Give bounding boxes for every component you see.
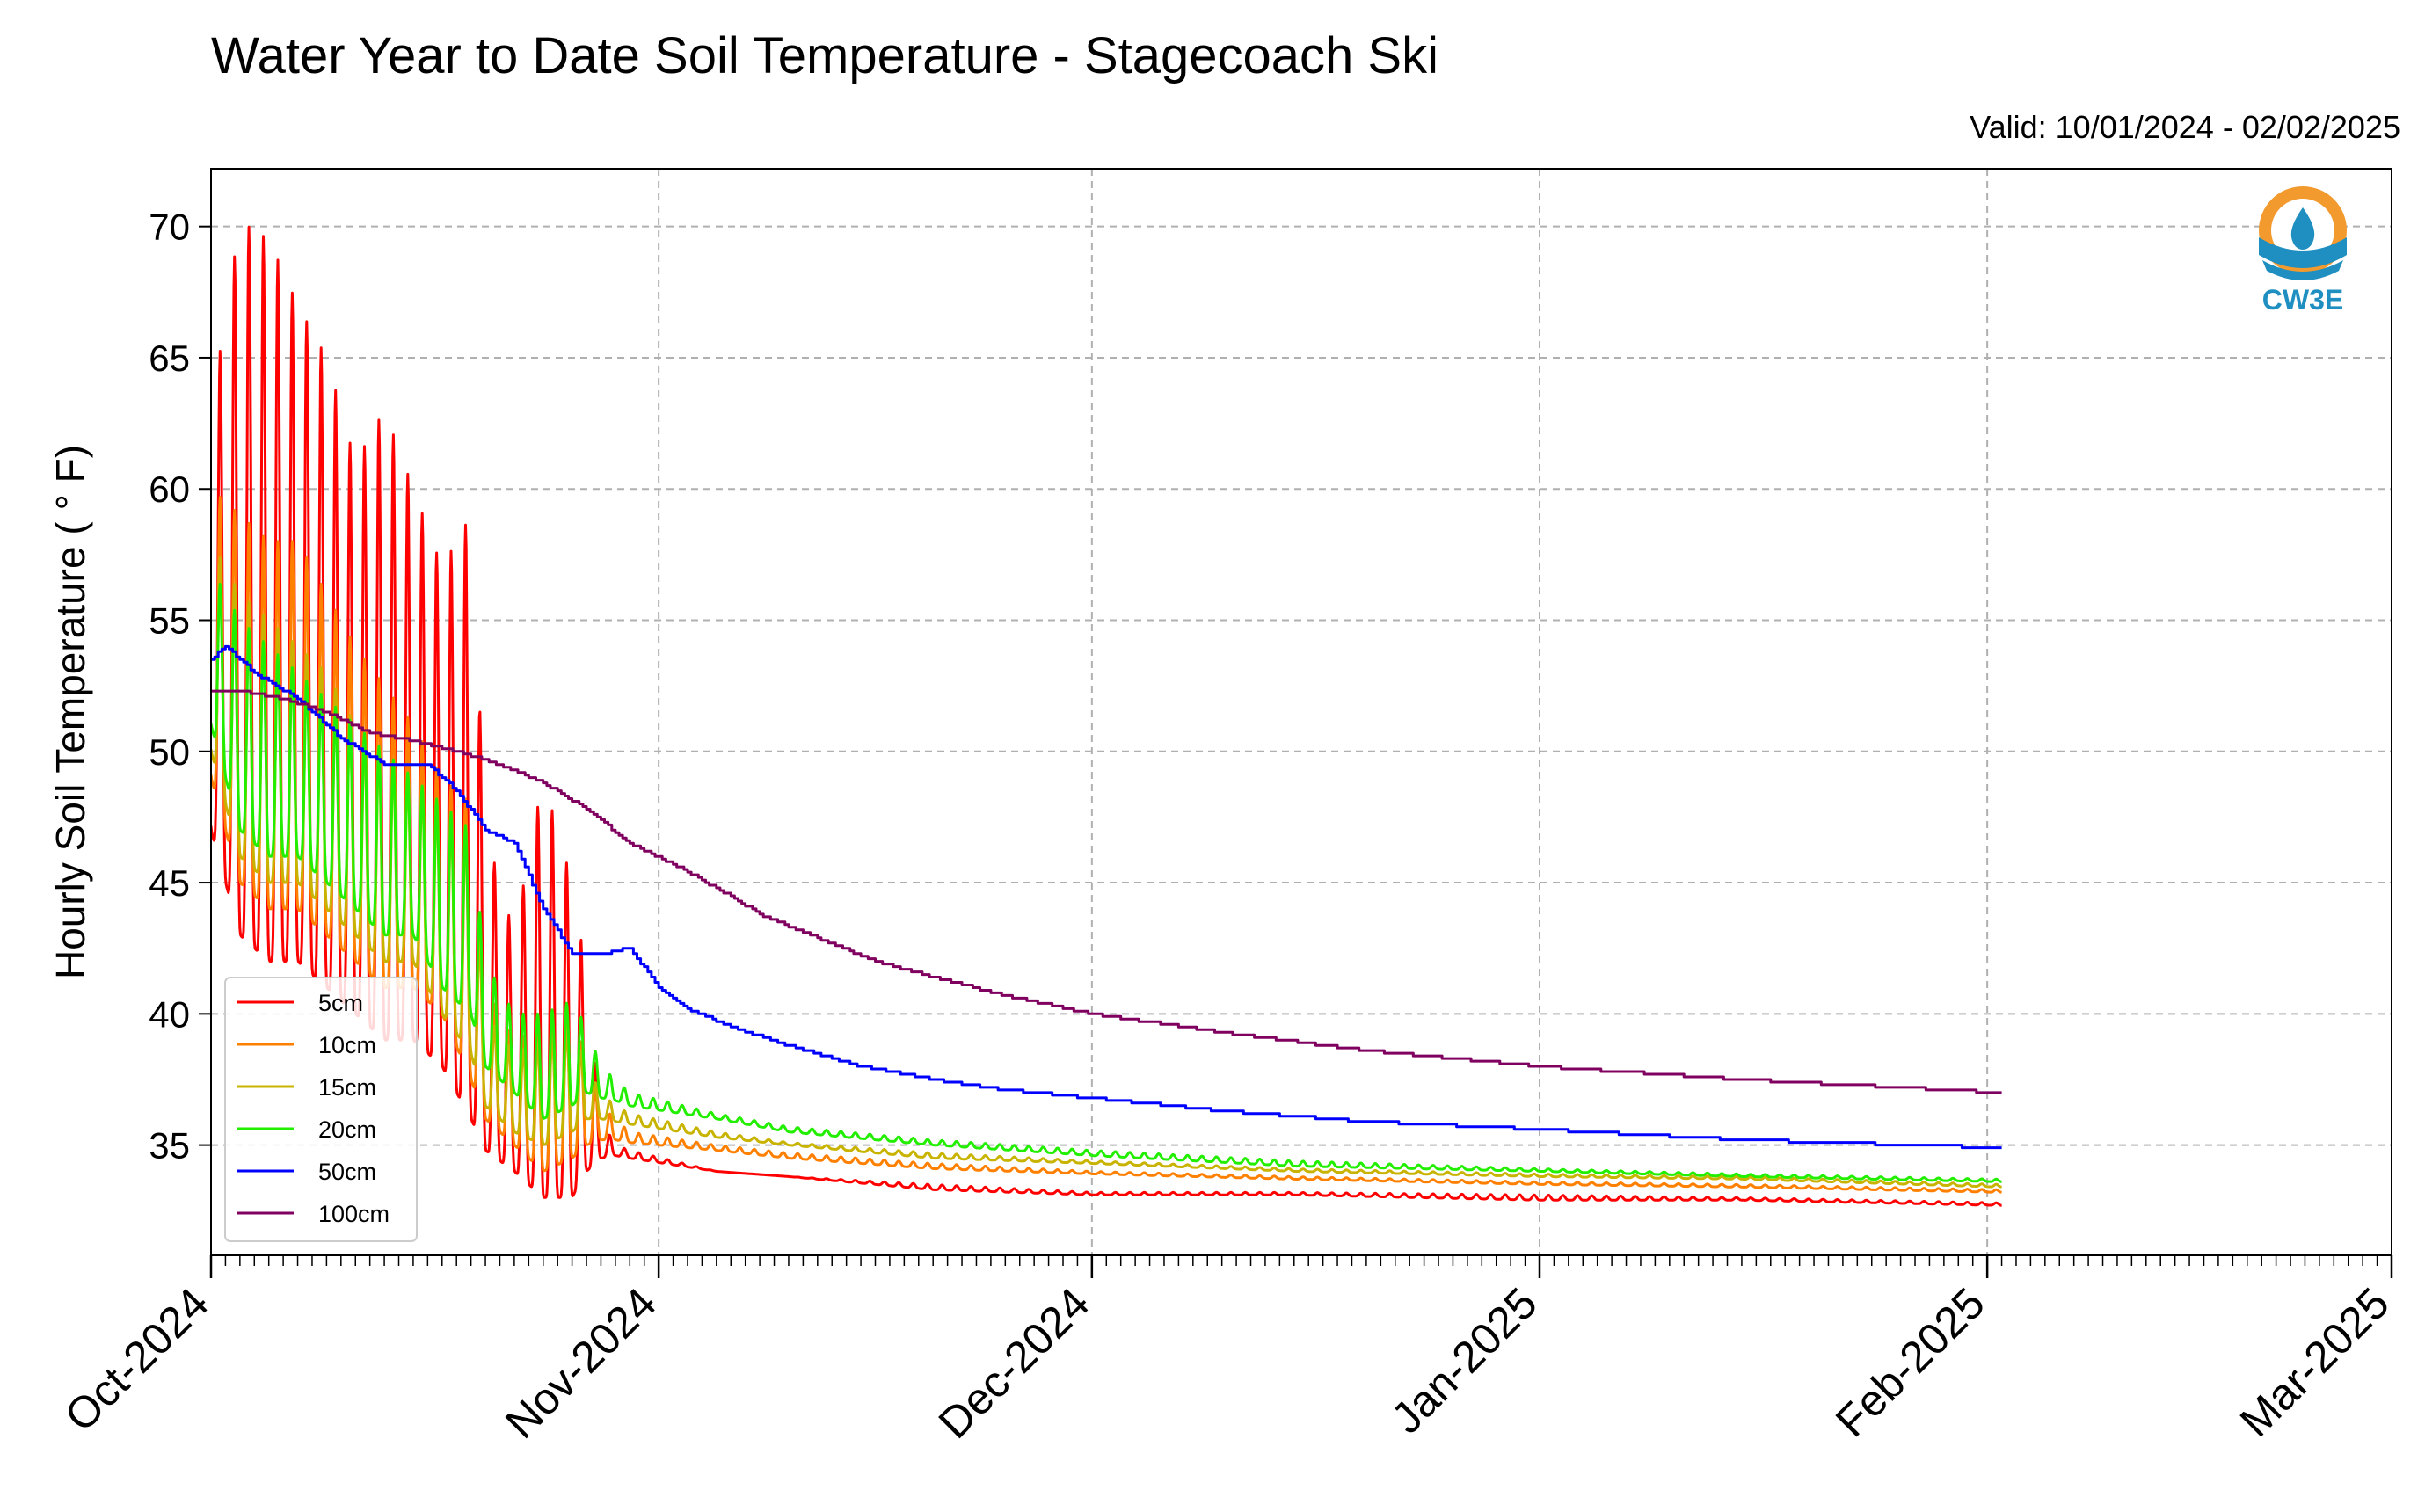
series-line-100cm	[211, 689, 2002, 1094]
y-tick-label: 50	[149, 731, 190, 773]
chart-title: Water Year to Date Soil Temperature - St…	[211, 27, 1438, 84]
legend-label-10cm: 10cm	[318, 1032, 376, 1058]
legend-label-15cm: 15cm	[318, 1074, 376, 1101]
legend-label-50cm: 50cm	[318, 1159, 376, 1185]
y-tick-label: 35	[149, 1125, 190, 1167]
legend-label-100cm: 100cm	[318, 1201, 390, 1227]
cw3e-logo-text: CW3E	[2262, 284, 2343, 316]
cw3e-logo: CW3E	[2259, 186, 2347, 316]
series-line-5cm	[211, 225, 2003, 1207]
y-axis-label: Hourly Soil Temperature ( ° F)	[47, 445, 93, 979]
x-tick-label: Mar-2025	[2231, 1278, 2399, 1446]
series-line-10cm	[211, 496, 2003, 1194]
x-tick-label: Dec-2024	[929, 1278, 1099, 1448]
series-layer	[211, 225, 2003, 1207]
x-tick-label: Nov-2024	[496, 1278, 666, 1448]
x-tick-label: Feb-2025	[1826, 1278, 1994, 1446]
x-tick-label: Oct-2024	[55, 1278, 218, 1441]
grid-layer	[211, 169, 2392, 1255]
plot-frame	[210, 168, 2392, 1256]
legend-label-20cm: 20cm	[318, 1116, 376, 1143]
y-tick-label: 70	[149, 207, 190, 248]
y-tick-label: 55	[149, 600, 190, 642]
y-tick-label: 40	[149, 993, 190, 1035]
legend: 5cm 10cm 15cm 20cm 50cm 100cm	[224, 977, 418, 1242]
x-tick-label: Jan-2025	[1382, 1278, 1547, 1443]
series-line-20cm	[211, 583, 2003, 1183]
series-line-50cm	[211, 644, 2002, 1150]
legend-label-5cm: 5cm	[318, 990, 363, 1016]
chart-subtitle: Valid: 10/01/2024 - 02/02/2025	[1970, 109, 2400, 145]
y-tick-label: 65	[149, 338, 190, 379]
series-line-15cm	[211, 556, 2003, 1189]
y-tick-label: 60	[149, 469, 190, 510]
cw3e-logo-icon	[2259, 186, 2347, 280]
y-tick-label: 45	[149, 862, 190, 904]
